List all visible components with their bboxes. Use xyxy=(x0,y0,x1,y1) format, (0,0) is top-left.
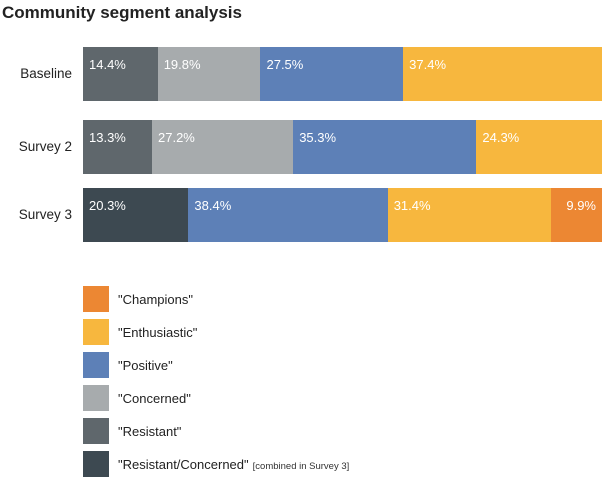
data-label: 24.3% xyxy=(482,130,520,145)
bar-segment-positive: 35.3% xyxy=(293,120,477,174)
legend-note: [combined in Survey 3] xyxy=(252,461,350,472)
stacked-bar: 13.3% 27.2% 35.3% 24.3% xyxy=(83,120,602,174)
data-label: 35.3% xyxy=(299,130,337,145)
bar-segment-resistant: 13.3% xyxy=(83,120,152,174)
stacked-bar: 14.4% 19.8% 27.5% 37.4% xyxy=(83,47,602,101)
legend-swatch xyxy=(83,451,109,477)
chart-title: Community segment analysis xyxy=(2,3,242,22)
data-label: 20.3% xyxy=(89,198,126,213)
data-label: 27.2% xyxy=(158,130,195,145)
bar-segment-resistant_concerned: 20.3% xyxy=(83,188,189,242)
legend-swatch xyxy=(83,418,109,444)
data-label: 27.5% xyxy=(266,57,304,72)
legend-label: "Positive" xyxy=(118,358,173,373)
stacked-bar: 20.3% 38.4% 31.4% 9.9% xyxy=(83,188,602,242)
bar-segment-concerned: 27.2% xyxy=(152,120,294,174)
data-label: 31.4% xyxy=(393,198,431,213)
bar-segment-resistant: 14.4% xyxy=(83,47,158,101)
legend-swatch xyxy=(83,286,109,312)
data-label: 38.4% xyxy=(194,198,232,213)
bar-segment-enthusiastic: 31.4% xyxy=(387,188,551,242)
row-label-survey-3: Survey 3 xyxy=(18,207,72,222)
data-label: 37.4% xyxy=(409,57,447,72)
data-label: 13.3% xyxy=(89,130,126,145)
row-label-survey-2: Survey 2 xyxy=(18,139,72,154)
legend-swatch xyxy=(83,352,109,378)
bar-segment-concerned: 19.8% xyxy=(157,47,261,101)
legend-label: "Resistant" xyxy=(118,424,182,439)
legend-label: "Concerned" xyxy=(118,391,191,406)
legend-label: "Champions" xyxy=(118,292,193,307)
legend-label: "Enthusiastic" xyxy=(118,325,198,340)
legend-swatch xyxy=(83,319,109,345)
bar-segment-enthusiastic: 24.3% xyxy=(476,120,602,174)
data-label: 14.4% xyxy=(89,57,126,72)
data-label: 9.9% xyxy=(566,198,596,213)
bar-segment-enthusiastic: 37.4% xyxy=(403,47,602,101)
bar-segment-positive: 38.4% xyxy=(188,188,388,242)
legend-label: "Resistant/Concerned" [combined in Survey… xyxy=(118,457,350,472)
legend-swatch xyxy=(83,385,109,411)
bar-segment-positive: 27.5% xyxy=(260,47,404,101)
bar-segment-champions: 9.9% xyxy=(550,188,602,242)
data-label: 19.8% xyxy=(163,57,201,72)
row-label-baseline: Baseline xyxy=(20,66,72,81)
